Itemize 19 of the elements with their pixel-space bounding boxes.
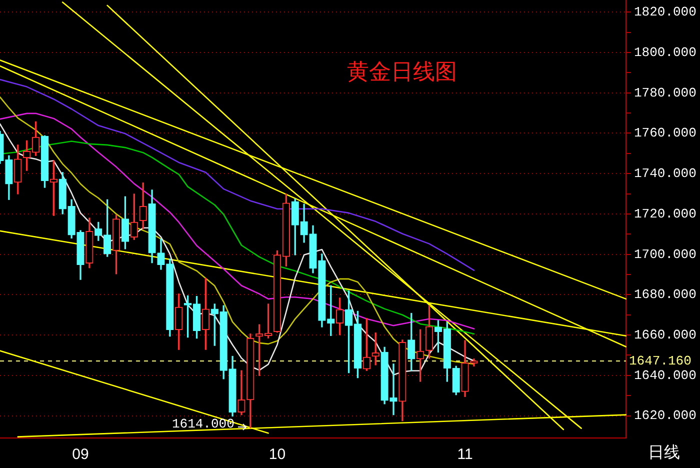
y-tick-label: 1800.000 [634,44,696,60]
annotation: 1614.000 [172,416,234,432]
text: 黄金日线图 [346,58,457,84]
x-tick-label: 09 [72,446,89,464]
text: 日线 [648,443,680,462]
candlestick [390,364,398,416]
x-tick-label: 11 [457,446,473,464]
y-tick-label: 1780.000 [634,85,696,100]
y-tick-label: 1740.000 [634,166,696,182]
y-tick-label: 1760.000 [634,126,696,141]
x-tick-label: 10 [268,446,286,464]
y-tick-label: 1640.000 [634,368,696,383]
y-tick-label: 1700.000 [634,246,696,262]
ref-line-label: 1647.160 [629,353,692,368]
y-tick-label: 1660.000 [634,327,696,342]
y-tick-label: 1620.000 [634,408,696,424]
y-tick-label: 1720.000 [634,206,696,222]
y-tick-label: 1820.000 [634,4,696,20]
y-tick-label: 1680.000 [634,287,696,302]
